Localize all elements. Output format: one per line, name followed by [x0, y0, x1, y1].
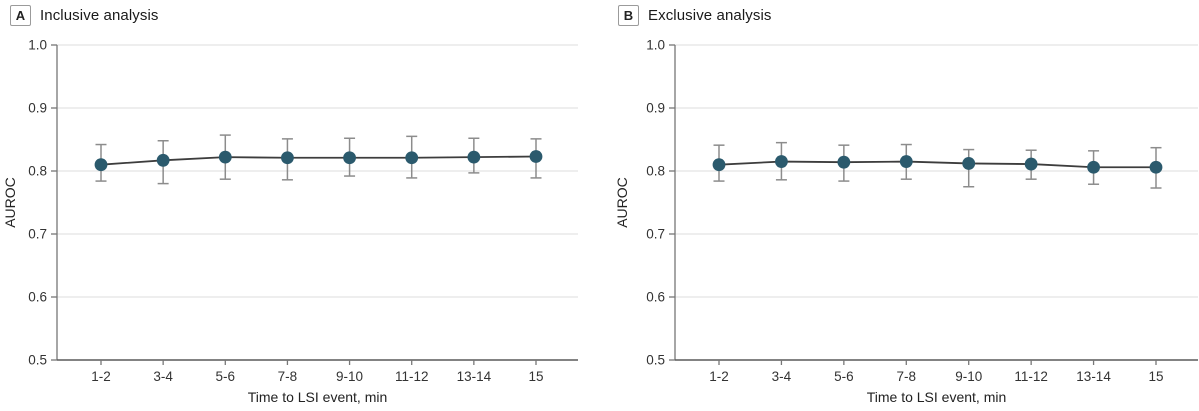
data-point	[343, 151, 356, 165]
y-tick-label: 0.7	[28, 227, 47, 242]
auroc-chart-exclusive: 1.00.90.80.70.60.51-2 3-4 5-6 7-8 9-10 11-12 1…	[614, 38, 1198, 405]
panel-b-title: Exclusive analysis	[648, 7, 772, 24]
data-point	[899, 155, 913, 168]
x-tick-label: 15	[528, 369, 543, 384]
x-tick-label: 5-6	[216, 369, 236, 384]
data-point	[775, 155, 788, 168]
data-points	[94, 150, 543, 172]
panel-inclusive-analysis: A Inclusive analysis 1.0 0.9 0.8 0.7 0.6 0.5 1…	[0, 0, 599, 411]
panel-a-label-badge: A	[10, 5, 31, 26]
data-point	[1149, 160, 1163, 174]
y-axis-title: AUROC	[2, 177, 18, 228]
x-ticks: 1-2 3-4 5-6 7-8 9-10 11-12 13-14 15	[709, 360, 1164, 384]
x-tick-label: 9-10	[336, 369, 363, 384]
y-tick-label: 0.8	[646, 164, 665, 179]
data-point	[467, 150, 481, 164]
x-tick-label: 11-12	[395, 369, 429, 384]
y-tick-label: 0.9	[646, 101, 665, 116]
panel-b-header: B Exclusive analysis	[618, 5, 772, 26]
x-ticks: 1-2 3-4 5-6 7-8 9-10 11-12 13-14 15	[91, 360, 544, 384]
x-axis-title: Time to LSI event, min	[867, 389, 1007, 405]
y-ticks: 1.0 0.9 0.8 0.7 0.6 0.5	[28, 38, 57, 368]
x-tick-label: 1-2	[91, 369, 111, 384]
y-tick-label: 0.5	[28, 353, 47, 368]
x-tick-label: 13-14	[1076, 369, 1111, 384]
y-axis-title: AUROC	[614, 177, 630, 228]
series-line	[718, 160, 1156, 169]
x-tick-label: 7-8	[278, 369, 298, 384]
y-tick-label: 0.5	[646, 353, 665, 368]
y-tick-label: 0.9	[28, 101, 47, 116]
x-tick-label: 7-8	[897, 369, 917, 384]
panel-a-header: A Inclusive analysis	[10, 5, 159, 26]
data-point	[218, 150, 232, 164]
data-point	[529, 150, 543, 163]
y-tick-label: 0.6	[646, 290, 665, 305]
y-ticks: 1.0 0.9 0.8 0.7 0.6 0.5	[646, 38, 675, 368]
x-tick-label: 15	[1148, 369, 1163, 384]
data-point	[837, 155, 851, 169]
data-point	[1024, 157, 1038, 171]
gridlines	[675, 44, 1198, 298]
x-axis-title: Time to LSI event, min	[248, 389, 388, 405]
series-line	[100, 155, 537, 166]
data-point	[94, 158, 108, 172]
gridlines	[57, 44, 578, 298]
panel-b-label-badge: B	[618, 5, 639, 26]
y-tick-label: 0.8	[28, 164, 47, 179]
x-tick-label: 3-4	[153, 369, 173, 384]
x-tick-label: 9-10	[955, 369, 982, 384]
data-point	[405, 151, 419, 165]
error-bars	[713, 141, 1162, 189]
data-point	[281, 151, 294, 165]
data-point	[156, 153, 170, 167]
data-point	[1087, 160, 1100, 174]
data-point	[962, 157, 976, 170]
axes	[674, 45, 1198, 361]
x-tick-label: 11-12	[1014, 369, 1048, 384]
y-tick-label: 1.0	[28, 38, 47, 53]
x-tick-label: 13-14	[457, 369, 492, 384]
y-tick-label: 0.7	[646, 227, 665, 242]
data-points	[712, 155, 1163, 174]
x-tick-label: 1-2	[709, 369, 729, 384]
auroc-chart-inclusive: 1.00.90.80.70.60.51-2 3-4 5-6 7-8 9-10 11-12 1…	[2, 38, 578, 405]
y-tick-label: 1.0	[646, 38, 665, 53]
data-point	[712, 158, 726, 172]
panel-exclusive-analysis: B Exclusive analysis 1.0 0.9 0.8 0.7 0.6 0.5 1…	[600, 0, 1199, 411]
x-tick-label: 5-6	[834, 369, 854, 384]
panel-a-title: Inclusive analysis	[40, 7, 159, 24]
y-tick-label: 0.6	[28, 290, 47, 305]
x-tick-label: 3-4	[772, 369, 792, 384]
axes	[56, 45, 578, 361]
